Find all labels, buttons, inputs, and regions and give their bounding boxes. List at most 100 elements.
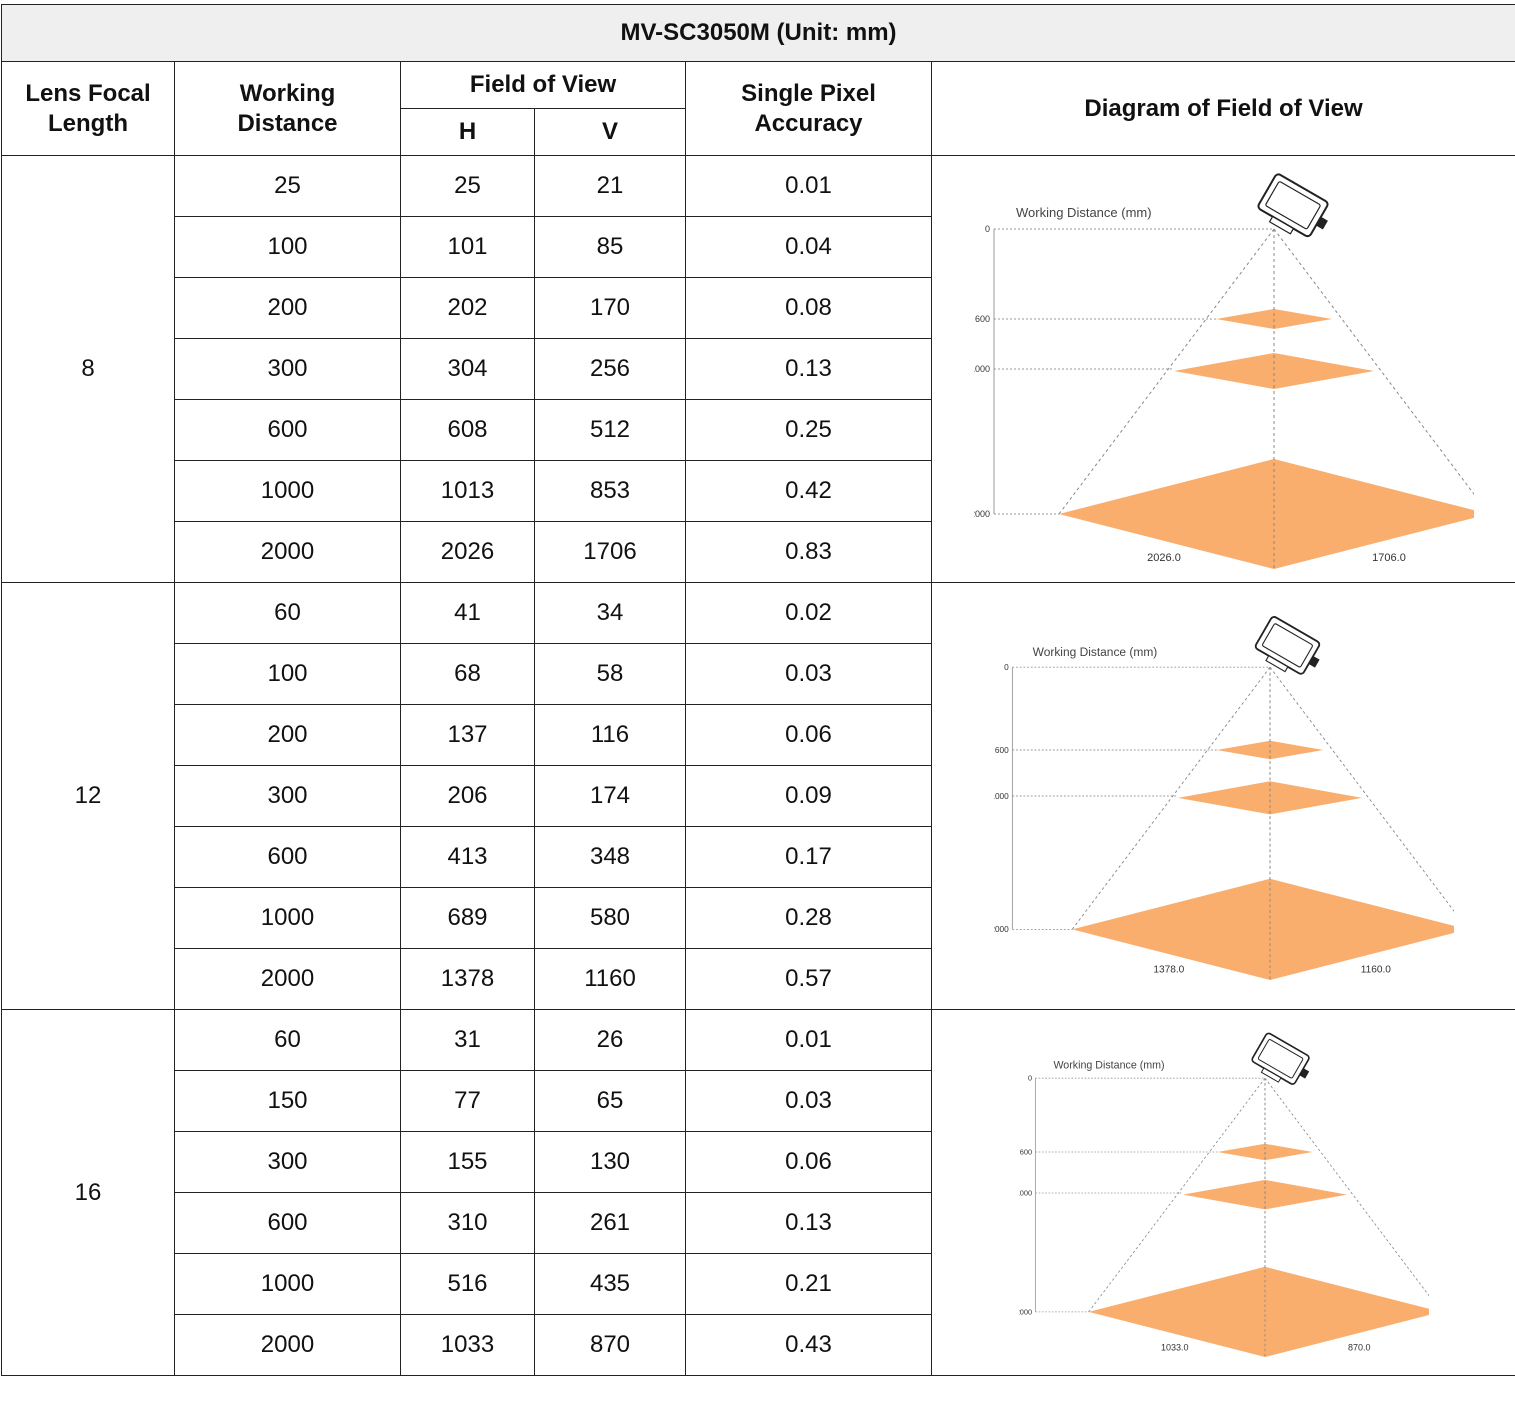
diagram-fov-plane [1178, 781, 1362, 814]
camera-icon [1251, 616, 1326, 684]
cell-fov-h: 1013 [401, 461, 535, 522]
cell-fov-v: 26 [535, 1010, 686, 1071]
cell-fov-h: 2026 [401, 522, 535, 583]
header-h: H [401, 109, 535, 156]
cell-fov-h: 206 [401, 766, 535, 827]
cell-working-distance: 1000 [175, 1254, 401, 1315]
cell-fov-v: 130 [535, 1132, 686, 1193]
table-title: MV-SC3050M (Unit: mm) [2, 5, 1515, 62]
cell-fov-h: 41 [401, 583, 535, 644]
cell-fov-h: 77 [401, 1071, 535, 1132]
diagram-tick-label: 2000 [994, 925, 1009, 934]
cell-fov-h: 155 [401, 1132, 535, 1193]
diagram-axis-label: Working Distance (mm) [1032, 645, 1157, 659]
cell-working-distance: 1000 [175, 461, 401, 522]
diagram-fov-plane [1174, 353, 1374, 389]
cell-fov-h: 310 [401, 1193, 535, 1254]
diagram-tick-label: 600 [994, 746, 1008, 755]
diagram-dim-h: 2026.0 [1147, 552, 1181, 564]
cell-single-pixel-accuracy: 0.21 [686, 1254, 932, 1315]
cell-fov-h: 304 [401, 339, 535, 400]
cell-fov-h: 413 [401, 827, 535, 888]
diagram-tick-label: 0 [984, 224, 989, 234]
header-working-distance: Working Distance [175, 62, 401, 156]
cell-working-distance: 300 [175, 1132, 401, 1193]
cell-fov-diagram: Working Distance (mm)0600100020002026.01… [932, 156, 1515, 583]
diagram-dim-v: 1706.0 [1372, 552, 1406, 564]
cell-fov-v: 261 [535, 1193, 686, 1254]
diagram-tick-label: 1000 [994, 792, 1009, 801]
diagram-axis-label: Working Distance (mm) [1016, 205, 1152, 220]
cell-working-distance: 2000 [175, 949, 401, 1010]
cell-working-distance: 2000 [175, 1315, 401, 1376]
cell-single-pixel-accuracy: 0.83 [686, 522, 932, 583]
cell-single-pixel-accuracy: 0.42 [686, 461, 932, 522]
camera-icon [1248, 1032, 1315, 1093]
cell-fov-v: 348 [535, 827, 686, 888]
cell-single-pixel-accuracy: 0.08 [686, 278, 932, 339]
cell-fov-h: 31 [401, 1010, 535, 1071]
cell-single-pixel-accuracy: 0.06 [686, 1132, 932, 1193]
cell-fov-v: 170 [535, 278, 686, 339]
cell-working-distance: 25 [175, 156, 401, 217]
cell-single-pixel-accuracy: 0.17 [686, 827, 932, 888]
diagram-tick-label: 2000 [1019, 1307, 1032, 1316]
cell-fov-v: 65 [535, 1071, 686, 1132]
cell-working-distance: 150 [175, 1071, 401, 1132]
cell-fov-h: 516 [401, 1254, 535, 1315]
diagram-tick-label: 0 [1004, 663, 1009, 672]
header-field-of-view: Field of View [401, 62, 686, 109]
diagram-dim-v: 870.0 [1348, 1342, 1371, 1352]
diagram-tick-label: 600 [1019, 1147, 1031, 1156]
cell-fov-v: 116 [535, 705, 686, 766]
cell-fov-v: 174 [535, 766, 686, 827]
cell-single-pixel-accuracy: 0.28 [686, 888, 932, 949]
diagram-tick-label: 2000 [974, 509, 990, 519]
diagram-fov-plane [1183, 1179, 1347, 1209]
cell-fov-v: 256 [535, 339, 686, 400]
cell-single-pixel-accuracy: 0.06 [686, 705, 932, 766]
cell-single-pixel-accuracy: 0.13 [686, 1193, 932, 1254]
cell-single-pixel-accuracy: 0.01 [686, 156, 932, 217]
header-lens-focal-length: Lens Focal Length [2, 62, 175, 156]
header-diagram: Diagram of Field of View [932, 62, 1515, 156]
cell-single-pixel-accuracy: 0.57 [686, 949, 932, 1010]
cell-fov-h: 25 [401, 156, 535, 217]
cell-single-pixel-accuracy: 0.03 [686, 1071, 932, 1132]
cell-working-distance: 600 [175, 1193, 401, 1254]
header-v: V [535, 109, 686, 156]
cell-working-distance: 600 [175, 400, 401, 461]
diagram-fov-plane [1072, 879, 1454, 980]
cell-fov-v: 435 [535, 1254, 686, 1315]
cell-single-pixel-accuracy: 0.01 [686, 1010, 932, 1071]
cell-fov-v: 512 [535, 400, 686, 461]
header-single-pixel-accuracy: Single Pixel Accuracy [686, 62, 932, 156]
cell-fov-h: 689 [401, 888, 535, 949]
cell-working-distance: 1000 [175, 888, 401, 949]
cell-working-distance: 300 [175, 339, 401, 400]
cell-single-pixel-accuracy: 0.09 [686, 766, 932, 827]
cell-fov-v: 1706 [535, 522, 686, 583]
diagram-fov-plane [1088, 1266, 1428, 1356]
cell-fov-v: 58 [535, 644, 686, 705]
fov-diagram-svg: Working Distance (mm)0600100020002026.01… [974, 169, 1474, 569]
cell-fov-v: 1160 [535, 949, 686, 1010]
cell-lens-focal-length: 12 [2, 583, 175, 1010]
cell-fov-diagram: Working Distance (mm)0600100020001378.01… [932, 583, 1515, 1010]
cell-single-pixel-accuracy: 0.02 [686, 583, 932, 644]
cell-fov-h: 68 [401, 644, 535, 705]
cell-working-distance: 60 [175, 583, 401, 644]
cell-working-distance: 200 [175, 278, 401, 339]
cell-working-distance: 100 [175, 217, 401, 278]
diagram-tick-label: 0 [1028, 1073, 1032, 1082]
cell-single-pixel-accuracy: 0.04 [686, 217, 932, 278]
cell-single-pixel-accuracy: 0.13 [686, 339, 932, 400]
cell-fov-v: 580 [535, 888, 686, 949]
diagram-fov-plane [1059, 459, 1474, 569]
cell-working-distance: 300 [175, 766, 401, 827]
cell-fov-h: 101 [401, 217, 535, 278]
fov-diagram-svg: Working Distance (mm)0600100020001033.08… [1019, 1029, 1429, 1357]
